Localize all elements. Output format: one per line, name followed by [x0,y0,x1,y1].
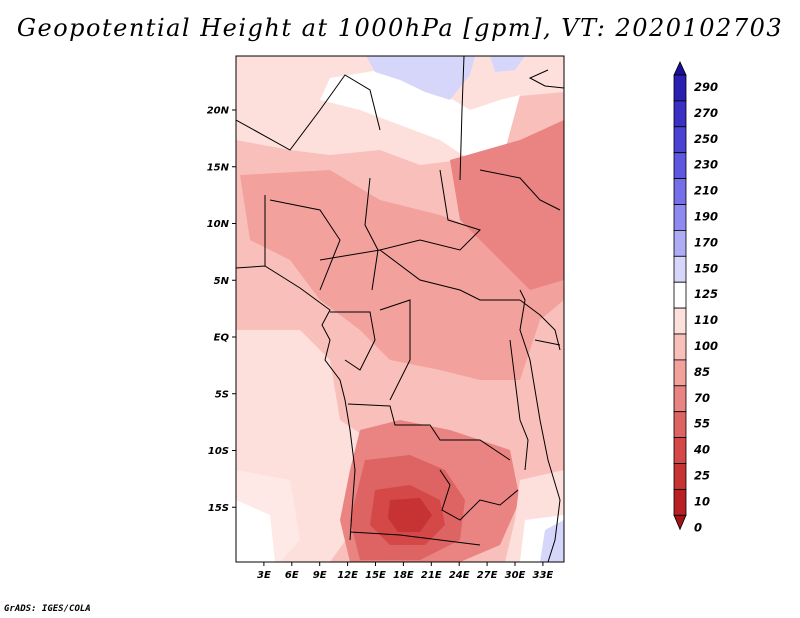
lat-label: 10S [208,446,229,457]
colorbar-label: 250 [694,132,718,146]
lon-label: 27E [477,570,498,581]
colorbar-label: 230 [694,158,718,172]
colorbar-swatch [673,333,687,361]
colorbar-swatch [673,385,687,413]
border-cameroon-congo [330,311,376,371]
border-niger-chad [364,177,379,291]
border-zambia [439,469,519,521]
colorbar-label: 210 [694,184,718,198]
colorbar-swatch [673,126,687,154]
colorbar-label: 40 [693,443,710,457]
lat-label: 15N [207,162,230,173]
lat-label: 20N [207,106,230,117]
lat-label: 15S [208,503,229,514]
map-frame [235,55,565,563]
border-drc-south [347,403,511,461]
border-libya-egypt [459,56,465,181]
colorbar-swatch [673,74,687,102]
colorbar-swatch [673,152,687,179]
colorbar-label: 0 [694,520,702,534]
colorbar-label: 150 [694,261,718,275]
lon-label: 30E [505,570,526,581]
colorbar-swatch [673,281,687,309]
colorbar-label: 170 [694,235,718,249]
field-sw-white [236,500,275,562]
borders [236,56,564,562]
lat-label: EQ [214,333,230,344]
field-north-white [320,70,520,160]
coastline-east [519,69,564,562]
colorbar-label: 85 [694,365,710,379]
colorbar-label: 190 [694,210,718,224]
height-field [236,56,564,562]
lon-label: 12E [337,570,358,581]
border-car [319,249,520,301]
field-se-blue [540,520,564,562]
colorbar-swatch [673,204,687,231]
map-title: Geopotential Height at 1000hPa [gpm], VT… [16,14,784,42]
lon-label: 24E [449,570,470,581]
colorbar-swatch [673,488,687,516]
colorbar-label: 10 [694,494,710,508]
field-angola-core [388,498,432,532]
colorbar-swatch [673,255,687,283]
colorbar-label: 55 [694,417,710,431]
lon-label: 21E [421,570,442,581]
border-chad-sudan [379,169,481,251]
field-east [450,120,564,290]
lon-label: 33E [533,570,554,581]
border-algeria-niger [236,74,381,151]
border-sudan-ethiopia [479,169,561,211]
colorbar-swatch [673,359,687,387]
colorbar-label: 270 [694,106,718,120]
lon-label: 3E [257,570,271,581]
latitude-axis: 20N 15N 10N 5N EQ 5S 10S 15S [207,106,236,514]
colorbar-bottom-arrow [673,514,687,531]
colorbar-label: 25 [694,469,710,483]
border-drc-west [379,299,411,401]
colorbar-swatch [673,411,687,439]
lat-label: 5N [214,276,230,287]
field-north-blue-east [490,56,525,72]
lat-label: 5S [215,389,229,400]
colorbar-swatch [673,100,687,128]
colorbar-label: 290 [694,80,718,94]
border-nigeria [264,195,341,291]
lon-label: 6E [285,570,299,581]
grads-credit: GrADS: IGES/COLA [4,604,91,614]
border-uganda-kenya [519,299,561,351]
colorbar-swatch [673,229,687,257]
lon-label: 9E [313,570,327,581]
field-interior [240,170,564,380]
colorbar-label: 100 [694,339,718,353]
border-angola-namibia [349,531,481,546]
colorbar-label: 110 [694,313,718,327]
field-north-blue [366,56,475,100]
colorbar-swatch [673,437,687,464]
colorbar-swatch [673,307,687,335]
coastline-west [236,265,356,541]
colorbar-label: 70 [694,391,710,405]
lat-label: 10N [207,219,230,230]
colorbar-swatch [673,178,687,205]
colorbar-swatch [673,463,687,490]
lon-label: 15E [365,570,386,581]
border-lake-tanganyika [509,339,529,471]
colorbar-label: 125 [694,287,718,301]
colorbar: 2902702502302101901701501251101008570554… [673,61,718,534]
lon-label: 18E [393,570,414,581]
colorbar-top-arrow [673,61,687,76]
longitude-axis: 3E 6E 9E 12E 15E 18E 21E 24E 27E 30E 33E [257,562,553,581]
